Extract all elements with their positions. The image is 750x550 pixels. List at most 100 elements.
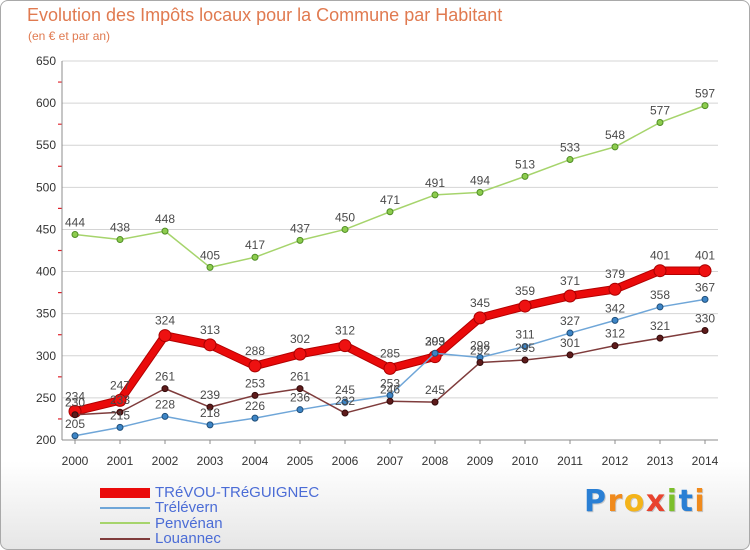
series-trevou-treguignec xyxy=(68,264,712,418)
data-label: 311 xyxy=(515,328,534,342)
series-trelevern xyxy=(71,295,709,440)
data-label: 448 xyxy=(155,212,175,226)
data-label: 324 xyxy=(155,314,175,328)
data-label: 417 xyxy=(245,238,265,252)
data-point xyxy=(698,264,712,278)
data-label: 230 xyxy=(65,396,85,410)
data-point xyxy=(566,351,574,359)
y-tick-label: 200 xyxy=(36,433,56,447)
data-point xyxy=(161,412,169,420)
data-point xyxy=(521,172,529,180)
x-tick-label: 2013 xyxy=(647,454,674,468)
chart-subtitle: (en € et par an) xyxy=(28,29,111,43)
x-tick-label: 2009 xyxy=(467,454,494,468)
data-point xyxy=(161,227,169,235)
data-point xyxy=(476,359,484,367)
logo-letter: r xyxy=(607,484,624,519)
data-label: 371 xyxy=(560,274,580,288)
data-label: 312 xyxy=(605,327,625,341)
data-point xyxy=(158,329,172,343)
legend-item-penvenan: Penvénan xyxy=(100,516,319,531)
data-label: 226 xyxy=(245,399,265,413)
data-label: 247 xyxy=(110,378,130,392)
data-label-layer: 234 247 324 313 288 302 312 285 299 345 359 371 379 4… xyxy=(65,87,715,431)
x-tick-label: 2014 xyxy=(692,454,719,468)
data-point xyxy=(71,230,79,238)
data-label: 359 xyxy=(515,284,535,298)
data-label: 261 xyxy=(290,370,310,384)
data-point xyxy=(206,403,214,411)
data-point xyxy=(251,253,259,261)
y-tick-label: 550 xyxy=(36,138,56,152)
data-point xyxy=(701,102,709,110)
data-point xyxy=(116,408,124,416)
data-label: 321 xyxy=(650,319,670,333)
series-louannec xyxy=(71,327,709,419)
data-point xyxy=(296,236,304,244)
data-label: 233 xyxy=(110,393,130,407)
legend-label-trelevern: Trélévern xyxy=(155,499,218,517)
data-point xyxy=(611,342,619,350)
x-tick-label: 2011 xyxy=(557,454,583,468)
legend-swatch-penvenan xyxy=(100,522,150,525)
data-label: 577 xyxy=(650,103,670,117)
data-label: 313 xyxy=(200,323,220,337)
logo-letter: i xyxy=(666,484,679,519)
data-point xyxy=(341,409,349,417)
data-label: 245 xyxy=(425,383,445,397)
data-point xyxy=(431,191,439,199)
data-point xyxy=(383,361,397,375)
x-tick-label: 2012 xyxy=(602,454,629,468)
data-point xyxy=(701,327,709,335)
x-tick-label: 2005 xyxy=(287,454,314,468)
legend-item-trevou-treguignec: TRéVOU-TRéGUIGNEC xyxy=(100,485,319,500)
legend-label-penvenan: Penvénan xyxy=(155,514,223,532)
data-point xyxy=(611,143,619,151)
data-point xyxy=(518,299,532,313)
data-point xyxy=(656,303,664,311)
data-label: 215 xyxy=(110,408,130,422)
data-label: 597 xyxy=(695,87,715,101)
legend-swatch-louannec xyxy=(100,537,150,540)
legend-item-louannec: Louannec xyxy=(100,531,319,546)
data-label: 298 xyxy=(470,338,490,352)
data-point xyxy=(341,398,349,406)
data-point xyxy=(701,295,709,303)
data-label: 533 xyxy=(560,141,580,155)
x-tick-label: 2008 xyxy=(422,454,449,468)
y-tick-label: 300 xyxy=(36,349,56,363)
data-label: 299 xyxy=(425,335,445,349)
logo-letter: P xyxy=(584,484,608,519)
data-point xyxy=(521,356,529,364)
data-label: 491 xyxy=(425,176,445,190)
data-point xyxy=(656,118,664,126)
legend-swatch-trevou-treguignec xyxy=(100,487,150,498)
data-point xyxy=(251,414,259,422)
data-point xyxy=(608,282,622,296)
data-point xyxy=(71,432,79,440)
data-label: 342 xyxy=(605,301,625,315)
data-label: 303 xyxy=(425,334,445,348)
data-label: 285 xyxy=(380,346,400,360)
x-tick-label: 2000 xyxy=(62,454,89,468)
legend-label-trevou-treguignec: TRéVOU-TRéGUIGNEC xyxy=(155,484,320,502)
data-point xyxy=(248,359,262,373)
data-point xyxy=(656,334,664,342)
data-point xyxy=(113,393,127,407)
data-label: 438 xyxy=(110,221,130,235)
x-tick-label: 2004 xyxy=(242,454,269,468)
data-label: 302 xyxy=(290,332,310,346)
y-tick-label: 650 xyxy=(36,54,56,68)
logo-letter: t xyxy=(678,484,695,519)
data-label: 401 xyxy=(650,249,670,263)
data-point xyxy=(386,397,394,405)
x-tick-label: 2006 xyxy=(332,454,359,468)
data-label: 367 xyxy=(695,280,715,294)
data-point xyxy=(566,329,574,337)
data-point xyxy=(386,208,394,216)
data-label: 292 xyxy=(470,344,490,358)
x-tick-label: 2001 xyxy=(107,454,134,468)
data-label: 437 xyxy=(290,221,310,235)
data-label: 379 xyxy=(605,267,625,281)
